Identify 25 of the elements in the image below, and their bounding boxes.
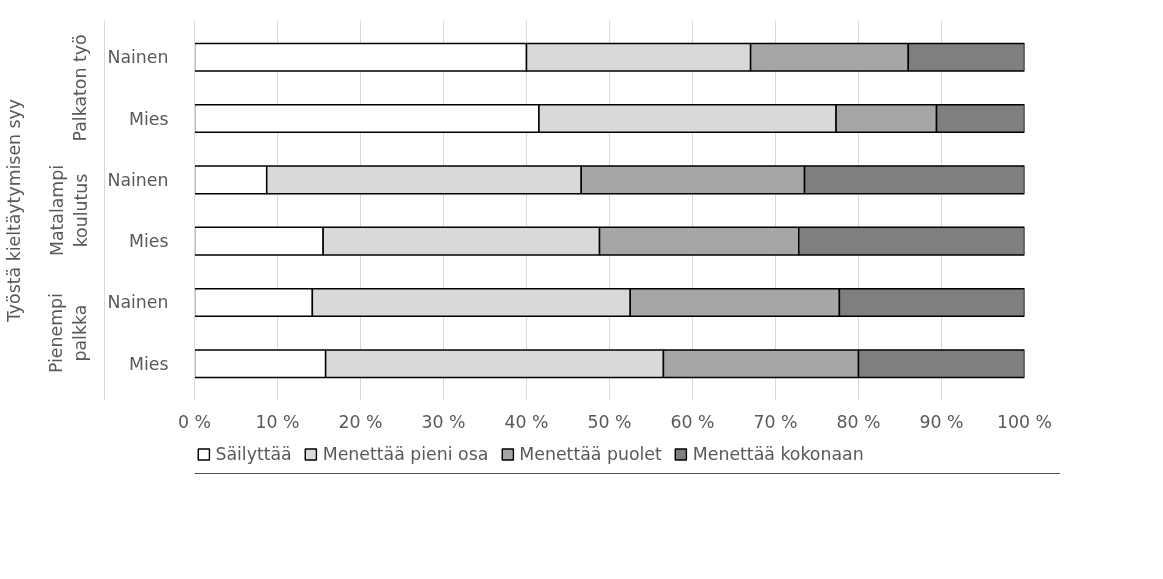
text: Pienempi palkka [46,293,91,374]
y-tick-label: Mies [129,108,169,129]
x-tick-label: 20 % [338,411,383,432]
y-tick-label: Nainen [107,292,169,313]
x-tick-label: 10 % [255,411,300,432]
legend-label: Menettää kokonaan [692,444,864,464]
legend-label: Menettää puolet [519,444,662,464]
y-tick-label: Mies [129,353,169,374]
text: Matalampi koulutus [46,164,91,257]
x-tick-label: 70 % [753,411,798,432]
x-tick-label: 50 % [587,411,632,432]
y-tick-label: Nainen [107,47,169,68]
x-tick-label: 60 % [670,411,715,432]
x-tick-label: 40 % [504,411,549,432]
x-tick-label: 30 % [421,411,466,432]
x-tick-label: 90 % [919,411,964,432]
y-axis-title: Työstä kieltäytymisen syy [3,98,24,324]
legend-label: Menettää pieni osa [322,444,489,464]
legend-label: Säilyttää [215,444,292,464]
y-tick-label: Nainen [107,169,169,190]
x-tick-label: 80 % [836,411,881,432]
text: Palkaton työ [70,34,91,142]
x-tick-label: 0 % [178,411,211,432]
y-tick-label: Mies [129,231,169,252]
x-tick-label: 100 % [996,411,1053,432]
